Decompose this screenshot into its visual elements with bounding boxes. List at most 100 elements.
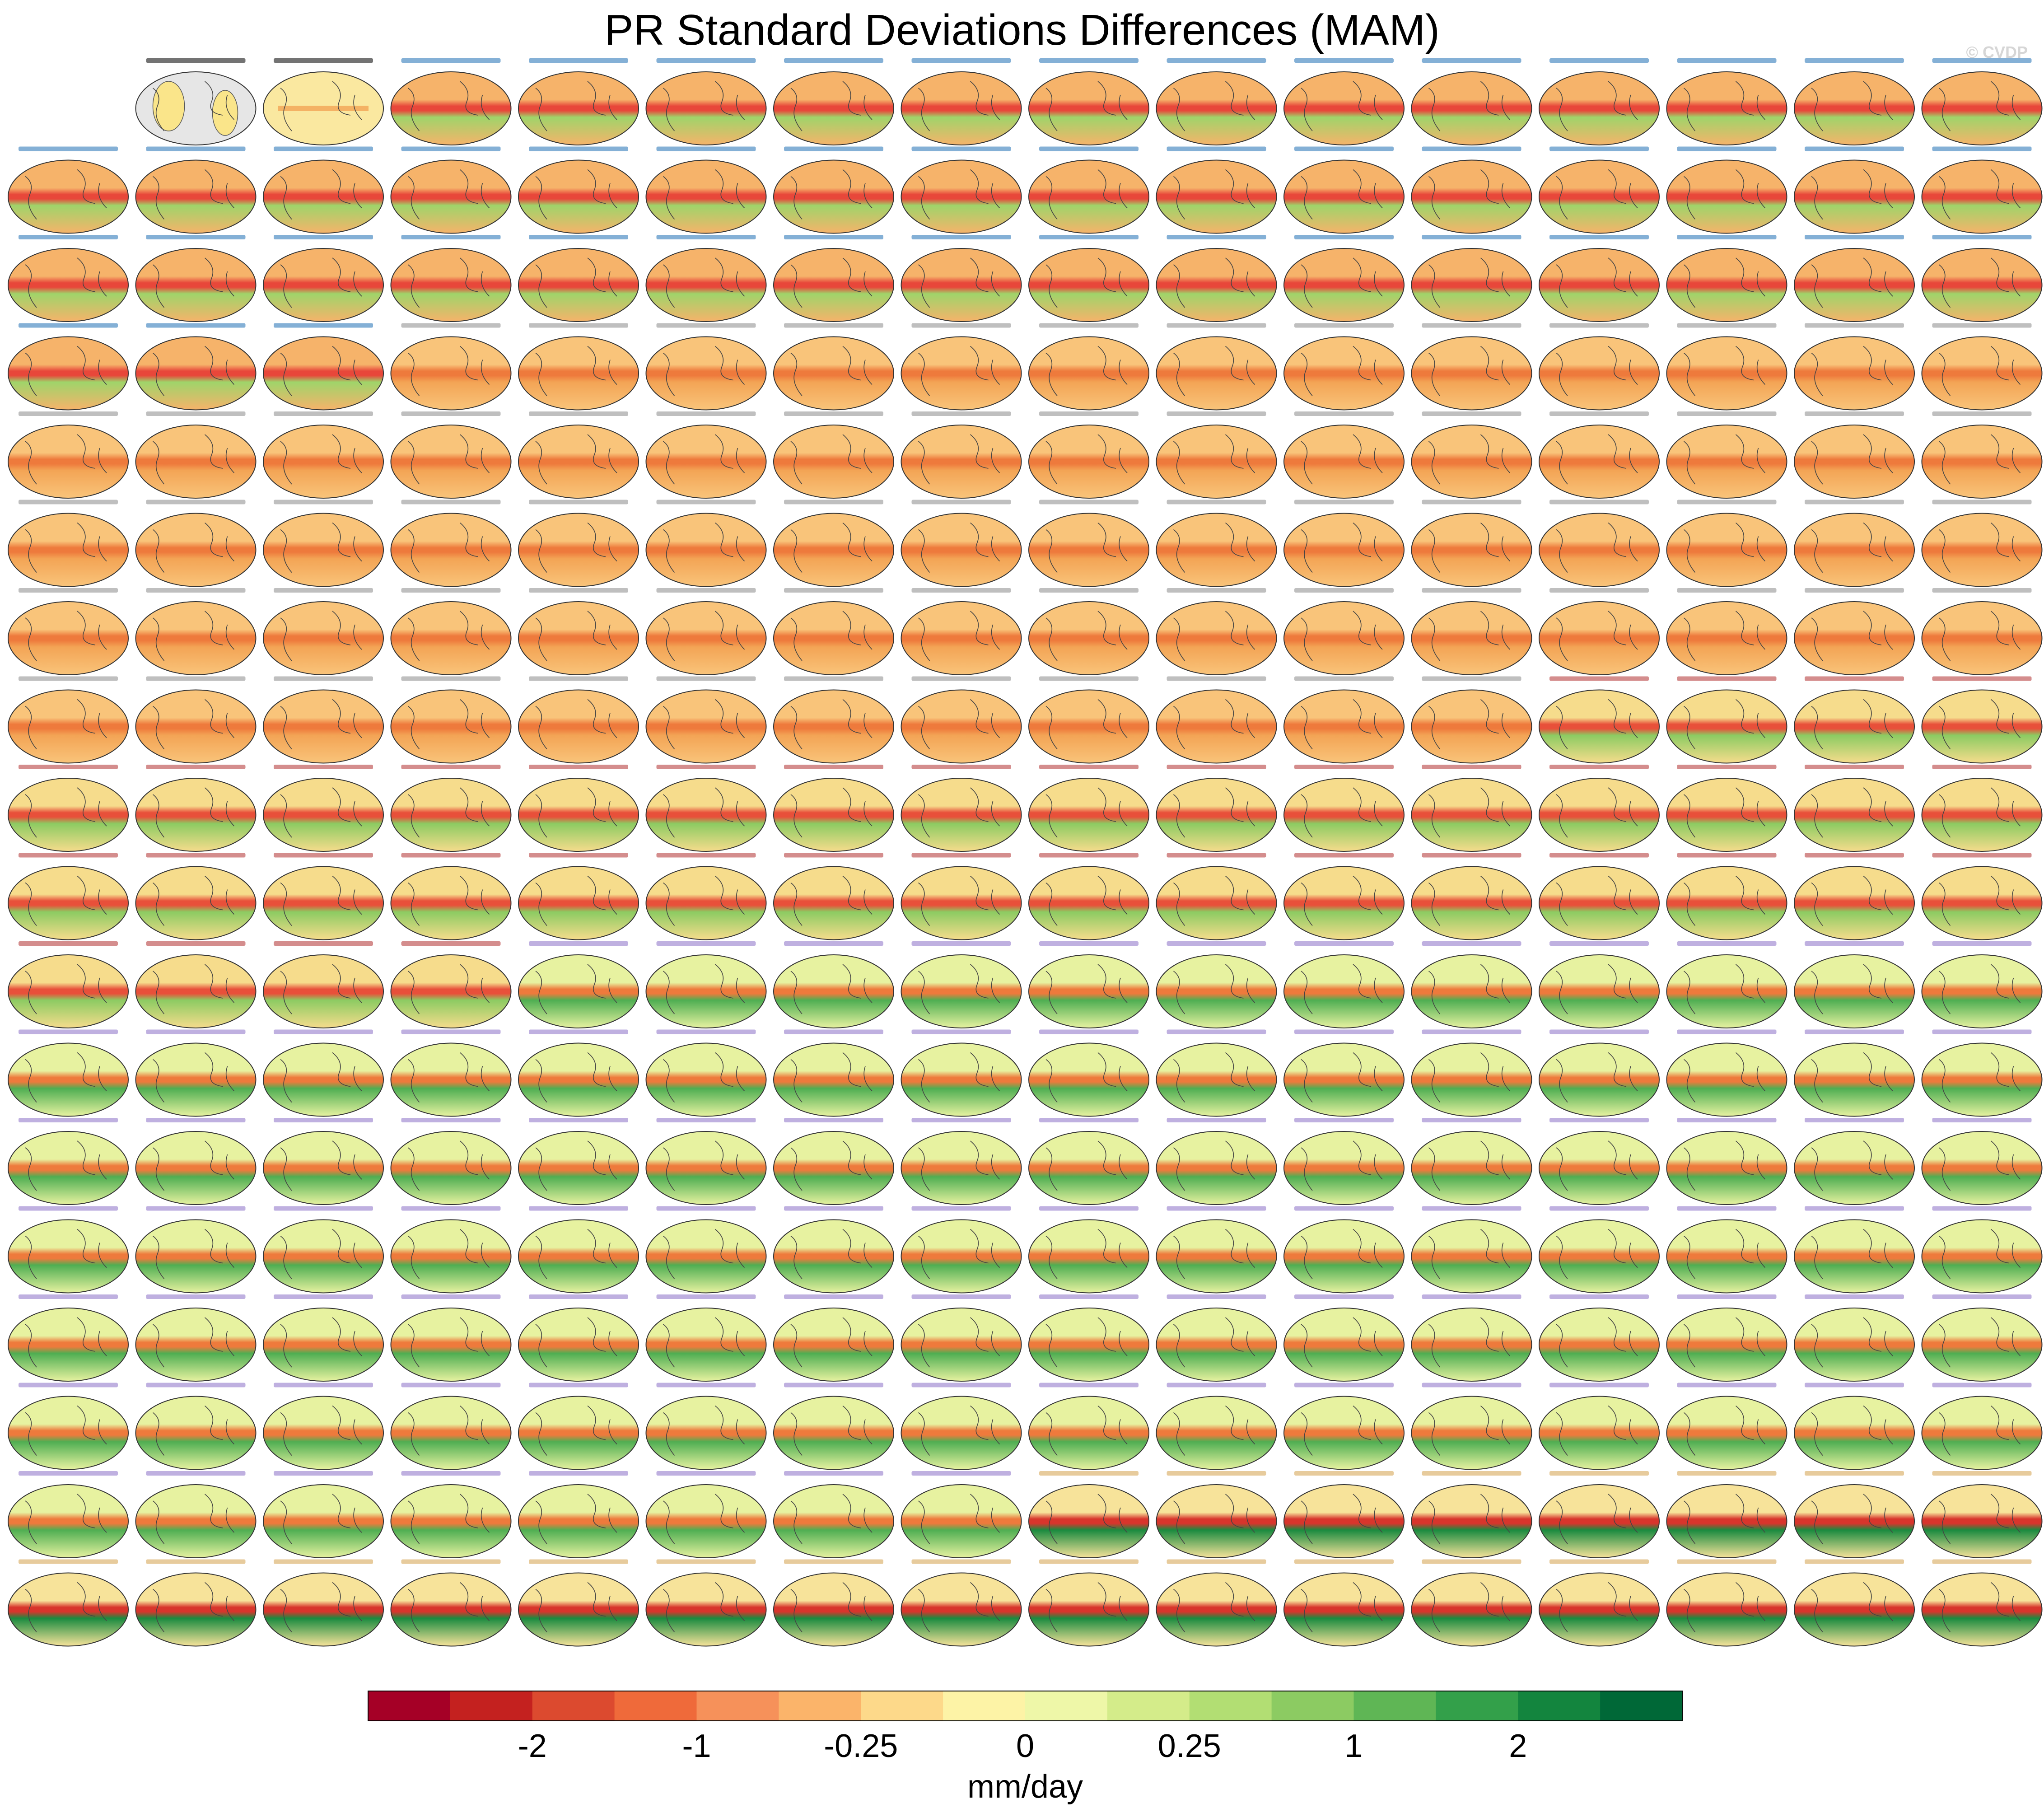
panel-caption (1932, 500, 2032, 505)
panel-caption (1167, 500, 1266, 505)
panel-caption (1932, 1559, 2032, 1564)
panel-caption (1677, 676, 1777, 681)
map-ellipse (1411, 1484, 1532, 1558)
map-ellipse (390, 1131, 512, 1205)
panel-caption (19, 1383, 118, 1388)
map-ellipse (1283, 1042, 1405, 1117)
map-ellipse (773, 159, 894, 234)
map-ellipse (1794, 1131, 1915, 1205)
map-ellipse (135, 248, 257, 322)
map-panel (1794, 58, 1915, 145)
panel-caption (1167, 411, 1266, 416)
panel-caption (1422, 1029, 1521, 1034)
map-panel (901, 1559, 1022, 1647)
map-ellipse (901, 336, 1022, 411)
panel-caption (401, 146, 501, 151)
map-ellipse (1539, 1308, 1660, 1382)
colorbar-swatch (1600, 1691, 1683, 1721)
map-panel (1283, 58, 1405, 145)
map-ellipse (135, 1484, 257, 1558)
map-panel (1921, 323, 2043, 411)
map-panel (901, 323, 1022, 411)
panel-caption (1677, 500, 1777, 505)
panel-caption (274, 411, 373, 416)
panel-caption (401, 765, 501, 769)
map-panel (1539, 235, 1660, 322)
panel-caption (1805, 323, 1904, 328)
map-ellipse (1156, 778, 1277, 852)
map-ellipse (1794, 1484, 1915, 1558)
panel-caption (784, 58, 883, 63)
panel-caption (529, 1118, 628, 1122)
map-ellipse (1283, 1308, 1405, 1382)
panel-caption (146, 1559, 246, 1564)
map-ellipse (390, 336, 512, 411)
panel-caption (146, 500, 246, 505)
map-ellipse (1283, 866, 1405, 940)
map-ellipse (1539, 513, 1660, 587)
panel-caption (911, 411, 1011, 416)
map-panel (135, 146, 257, 234)
map-panel (1794, 941, 1915, 1028)
map-ellipse (1539, 425, 1660, 499)
map-panel (1666, 500, 1787, 587)
map-panel (901, 500, 1022, 587)
map-panel (1028, 676, 1149, 764)
panel-caption (1422, 853, 1521, 858)
map-panel (135, 941, 257, 1028)
panel-caption (401, 676, 501, 681)
map-ellipse (8, 1396, 129, 1470)
map-ellipse (390, 248, 512, 322)
map-panel (1921, 941, 2043, 1028)
map-ellipse (390, 1484, 512, 1558)
panel-caption (1422, 1383, 1521, 1388)
map-panel (1156, 1383, 1277, 1470)
map-panel (1283, 235, 1405, 322)
panel-caption (1805, 411, 1904, 416)
panel-caption (784, 411, 883, 416)
map-ellipse (8, 248, 129, 322)
map-panel (645, 588, 767, 675)
map-ellipse (645, 866, 767, 940)
map-panel (8, 1118, 129, 1205)
map-ellipse (518, 336, 639, 411)
panel-caption (529, 323, 628, 328)
panel-caption (1422, 500, 1521, 505)
map-ellipse (645, 1042, 767, 1117)
panel-caption (656, 146, 756, 151)
panel-caption (146, 853, 246, 858)
map-panel (1794, 500, 1915, 587)
map-panel (773, 58, 894, 145)
map-panel (8, 235, 129, 322)
panel-caption (401, 323, 501, 328)
map-panel (1028, 323, 1149, 411)
colorbar-swatch (1189, 1691, 1272, 1721)
map-ellipse (135, 601, 257, 675)
panel-caption (784, 765, 883, 769)
panel-caption (1167, 1118, 1266, 1122)
map-ellipse (1921, 159, 2043, 234)
panel-caption (401, 411, 501, 416)
map-ellipse (135, 336, 257, 411)
panel-caption (1677, 1206, 1777, 1211)
panel-caption (1549, 1118, 1649, 1122)
map-panel (1028, 1471, 1149, 1558)
map-panel (1156, 411, 1277, 499)
map-panel (263, 1559, 384, 1647)
map-panel (1921, 765, 2043, 852)
map-panel (1411, 1206, 1532, 1294)
panel-caption (656, 1206, 756, 1211)
map-panel (1283, 1118, 1405, 1205)
map-ellipse (135, 778, 257, 852)
panel-caption (1549, 235, 1649, 239)
panel-caption (19, 1471, 118, 1476)
map-ellipse (1028, 1042, 1149, 1117)
map-panel (8, 941, 129, 1028)
map-panel (390, 1559, 512, 1647)
map-panel (1666, 1471, 1787, 1558)
panel-caption (274, 941, 373, 946)
map-panel (1028, 1029, 1149, 1117)
map-panel (1794, 323, 1915, 411)
panel-caption (19, 588, 118, 593)
map-panel (1028, 58, 1149, 145)
